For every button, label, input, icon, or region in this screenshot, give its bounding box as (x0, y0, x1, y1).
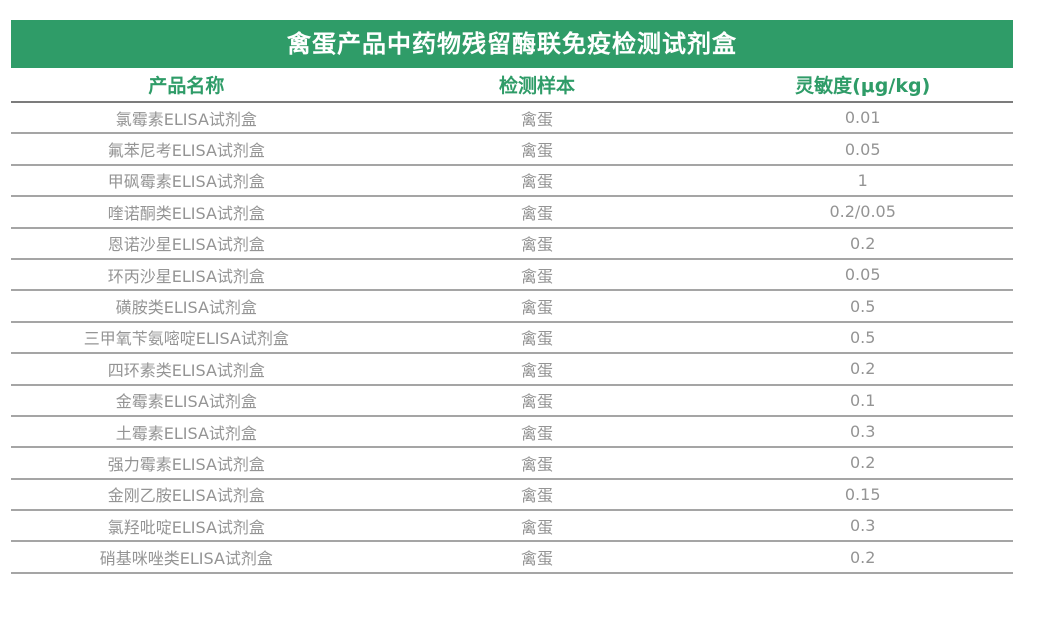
sample-type-cell: 禽蛋 (361, 227, 713, 260)
table-row: 金刚乙胺ELISA试剂盒 禽蛋 0.15 (11, 478, 1013, 512)
sample-type-cell: 禽蛋 (361, 164, 713, 198)
table-row: 环丙沙星ELISA试剂盒 禽蛋 0.05 (11, 258, 1013, 292)
column-header-product-name: 产品名称 (11, 68, 362, 103)
kit-table-page: 禽蛋产品中药物残留酶联免疫检测试剂盒 产品名称 检测样本 灵敏度(μg/kg) … (11, 20, 1013, 574)
sample-type-cell: 禽蛋 (361, 196, 713, 229)
sample-type-cell: 禽蛋 (361, 384, 713, 417)
table-row: 三甲氧苄氨嘧啶ELISA试剂盒 禽蛋 0.5 (11, 321, 1013, 355)
sensitivity-cell: 0.01 (712, 102, 1013, 135)
product-name-cell: 四环素类ELISA试剂盒 (11, 353, 362, 386)
sensitivity-cell: 0.15 (712, 478, 1013, 512)
sample-type-cell: 禽蛋 (361, 541, 713, 574)
sensitivity-cell: 0.5 (712, 290, 1013, 323)
product-name-cell: 金刚乙胺ELISA试剂盒 (11, 478, 362, 512)
sample-type-cell: 禽蛋 (361, 290, 713, 323)
product-name-cell: 硝基咪唑类ELISA试剂盒 (11, 541, 362, 574)
sensitivity-cell: 0.3 (712, 510, 1013, 543)
sample-type-cell: 禽蛋 (361, 447, 713, 480)
sensitivity-cell: 0.05 (712, 258, 1013, 292)
sample-type-cell: 禽蛋 (361, 510, 713, 543)
sample-type-cell: 禽蛋 (361, 321, 713, 355)
title-banner: 禽蛋产品中药物残留酶联免疫检测试剂盒 (11, 20, 1013, 68)
table-row: 恩诺沙星ELISA试剂盒 禽蛋 0.2 (11, 227, 1013, 260)
product-name-cell: 氟苯尼考ELISA试剂盒 (11, 133, 362, 166)
sensitivity-cell: 0.2 (712, 541, 1013, 574)
table-row: 金霉素ELISA试剂盒 禽蛋 0.1 (11, 384, 1013, 417)
sensitivity-cell: 0.2 (712, 447, 1013, 480)
sample-type-cell: 禽蛋 (361, 353, 713, 386)
product-name-cell: 磺胺类ELISA试剂盒 (11, 290, 362, 323)
product-name-cell: 环丙沙星ELISA试剂盒 (11, 258, 362, 292)
table-row: 喹诺酮类ELISA试剂盒 禽蛋 0.2/0.05 (11, 196, 1013, 229)
table-row: 土霉素ELISA试剂盒 禽蛋 0.3 (11, 415, 1013, 449)
table-row: 磺胺类ELISA试剂盒 禽蛋 0.5 (11, 290, 1013, 323)
table-row: 硝基咪唑类ELISA试剂盒 禽蛋 0.2 (11, 541, 1013, 574)
table-body: 氯霉素ELISA试剂盒 禽蛋 0.01 氟苯尼考ELISA试剂盒 禽蛋 0.05… (11, 102, 1013, 574)
sensitivity-cell: 0.1 (712, 384, 1013, 417)
sensitivity-cell: 0.5 (712, 321, 1013, 355)
sample-type-cell: 禽蛋 (361, 415, 713, 449)
product-name-cell: 甲砜霉素ELISA试剂盒 (11, 164, 362, 198)
sample-type-cell: 禽蛋 (361, 102, 713, 135)
table-row: 氯羟吡啶ELISA试剂盒 禽蛋 0.3 (11, 510, 1013, 543)
product-name-cell: 氯霉素ELISA试剂盒 (11, 102, 362, 135)
product-table: 产品名称 检测样本 灵敏度(μg/kg) 氯霉素ELISA试剂盒 禽蛋 0.01… (11, 68, 1013, 574)
sensitivity-cell: 1 (712, 164, 1013, 198)
table-row: 甲砜霉素ELISA试剂盒 禽蛋 1 (11, 164, 1013, 198)
table-header-row: 产品名称 检测样本 灵敏度(μg/kg) (11, 68, 1013, 103)
product-name-cell: 金霉素ELISA试剂盒 (11, 384, 362, 417)
product-name-cell: 强力霉素ELISA试剂盒 (11, 447, 362, 480)
sensitivity-cell: 0.2 (712, 227, 1013, 260)
sensitivity-cell: 0.2/0.05 (712, 196, 1013, 229)
table-header: 产品名称 检测样本 灵敏度(μg/kg) (11, 68, 1013, 103)
sample-type-cell: 禽蛋 (361, 258, 713, 292)
product-name-cell: 氯羟吡啶ELISA试剂盒 (11, 510, 362, 543)
column-header-sample-type: 检测样本 (361, 68, 713, 103)
table-row: 氯霉素ELISA试剂盒 禽蛋 0.01 (11, 102, 1013, 135)
sensitivity-cell: 0.2 (712, 353, 1013, 386)
table-row: 强力霉素ELISA试剂盒 禽蛋 0.2 (11, 447, 1013, 480)
table-row: 氟苯尼考ELISA试剂盒 禽蛋 0.05 (11, 133, 1013, 166)
page-title: 禽蛋产品中药物残留酶联免疫检测试剂盒 (287, 30, 737, 58)
table-row: 四环素类ELISA试剂盒 禽蛋 0.2 (11, 353, 1013, 386)
sample-type-cell: 禽蛋 (361, 478, 713, 512)
product-name-cell: 三甲氧苄氨嘧啶ELISA试剂盒 (11, 321, 362, 355)
product-name-cell: 恩诺沙星ELISA试剂盒 (11, 227, 362, 260)
column-header-sensitivity: 灵敏度(μg/kg) (712, 68, 1013, 103)
sensitivity-cell: 0.05 (712, 133, 1013, 166)
sample-type-cell: 禽蛋 (361, 133, 713, 166)
product-name-cell: 土霉素ELISA试剂盒 (11, 415, 362, 449)
product-name-cell: 喹诺酮类ELISA试剂盒 (11, 196, 362, 229)
sensitivity-cell: 0.3 (712, 415, 1013, 449)
